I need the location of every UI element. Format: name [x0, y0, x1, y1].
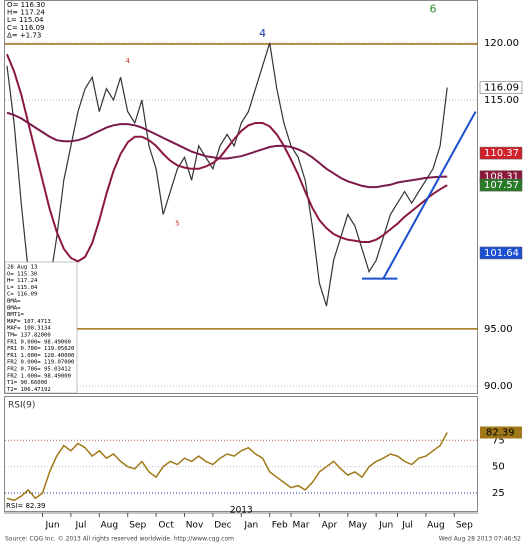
- info-row: FR2 0.786= 95.03412: [7, 367, 71, 373]
- timestamp: Wed Aug 28 2013 07:46:52: [439, 536, 521, 543]
- info-row: FR2 1.000= 98.49000: [7, 373, 71, 379]
- info-box: [4, 261, 78, 394]
- price-marker-label: 110.37: [484, 148, 519, 159]
- rsi-tick-label: 75: [492, 435, 505, 446]
- rsi-marker: [480, 426, 522, 439]
- moving-average: [6, 53, 448, 263]
- y-tick-label: 120.00: [484, 38, 519, 49]
- x-tick-label: Jul: [401, 521, 413, 531]
- year-label: 2013: [230, 506, 253, 516]
- info-row: L= 115.04: [7, 285, 38, 291]
- info-row: H= 117.24: [7, 278, 38, 284]
- price-marker-label: 108.31: [484, 172, 519, 183]
- x-tick-label: Oct: [158, 521, 174, 531]
- info-row: C= 116.09: [7, 292, 37, 298]
- x-tick-label: Sep: [129, 521, 146, 531]
- readout: Δ= +1.73: [7, 31, 41, 39]
- readout: L= 115.04: [7, 16, 44, 24]
- rsi-tick-label: 50: [492, 462, 505, 473]
- price-marker: [479, 246, 523, 260]
- price-marker: [479, 81, 523, 94]
- info-row: FR1 1.000= 128.40000: [7, 353, 74, 359]
- rsi-readout: RSI= 82.39: [6, 502, 46, 510]
- info-row: BMT1=: [7, 312, 24, 318]
- moving-average: [6, 111, 448, 189]
- x-tick-label: Nov: [186, 521, 204, 531]
- info-row: BMA=: [7, 299, 21, 305]
- rsi-tick-label: 25: [492, 488, 505, 499]
- info-row: TM= 137.82000: [7, 333, 51, 339]
- x-tick-label: Mar: [293, 521, 310, 531]
- info-row: MAF= 107.4713: [7, 319, 51, 325]
- readout: O= 116.30: [7, 1, 45, 9]
- x-tick-label: Aug: [101, 521, 119, 531]
- price-line: [6, 42, 448, 320]
- y-tick-label: 95.00: [484, 324, 513, 335]
- readout: H= 117.24: [7, 9, 45, 17]
- wave-label: 6: [430, 3, 437, 16]
- rsi-marker-label: 82.39: [486, 427, 515, 438]
- wave-label: 4: [259, 27, 266, 40]
- info-row: T2= 106.47192: [7, 387, 51, 393]
- x-tick-label: Jun: [44, 521, 59, 531]
- info-row: 28 Aug 13: [7, 265, 37, 271]
- trendline: [382, 111, 477, 280]
- rsi-panel: [4, 396, 478, 512]
- wave-label: 4: [125, 57, 130, 65]
- x-tick-label: Jul: [74, 521, 86, 531]
- price-marker: [479, 146, 523, 160]
- x-tick-label: Feb: [272, 521, 288, 531]
- wave-label: 5: [175, 220, 179, 228]
- rsi-title: RSI(9): [8, 401, 35, 411]
- info-row: BMA=: [7, 305, 21, 311]
- info-row: FR1 0.000= 98.49000: [7, 339, 71, 345]
- source: Source: CQG Inc. © 2013 All rights reser…: [5, 536, 234, 543]
- info-row: O= 115.30: [7, 271, 37, 277]
- x-tick-label: Dec: [214, 521, 231, 531]
- info-row: T1= 90.66000: [7, 380, 47, 386]
- price-marker-label: 116.09: [484, 83, 519, 94]
- price-marker: [479, 178, 523, 192]
- info-row: MAF= 108.3134: [7, 326, 51, 332]
- x-tick-label: Sep: [456, 521, 473, 531]
- x-tick-label: May: [348, 521, 367, 531]
- rsi-line: [6, 432, 448, 502]
- price-panel: [4, 0, 478, 394]
- price-marker-label: 101.64: [484, 248, 519, 259]
- readout: C= 116.09: [7, 24, 44, 32]
- info-row: FR1 0.786= 119.05620: [7, 346, 74, 352]
- price-marker-label: 107.57: [484, 180, 519, 191]
- y-tick-label: 90.00: [484, 381, 513, 392]
- y-tick-label: 115.00: [484, 95, 519, 106]
- info-row: FR2 0.000= 119.07000: [7, 360, 74, 366]
- x-tick-label: Jun: [378, 521, 393, 531]
- x-tick-label: Apr: [322, 521, 338, 531]
- x-tick-label: Aug: [427, 521, 445, 531]
- x-tick-label: Jan: [243, 521, 258, 531]
